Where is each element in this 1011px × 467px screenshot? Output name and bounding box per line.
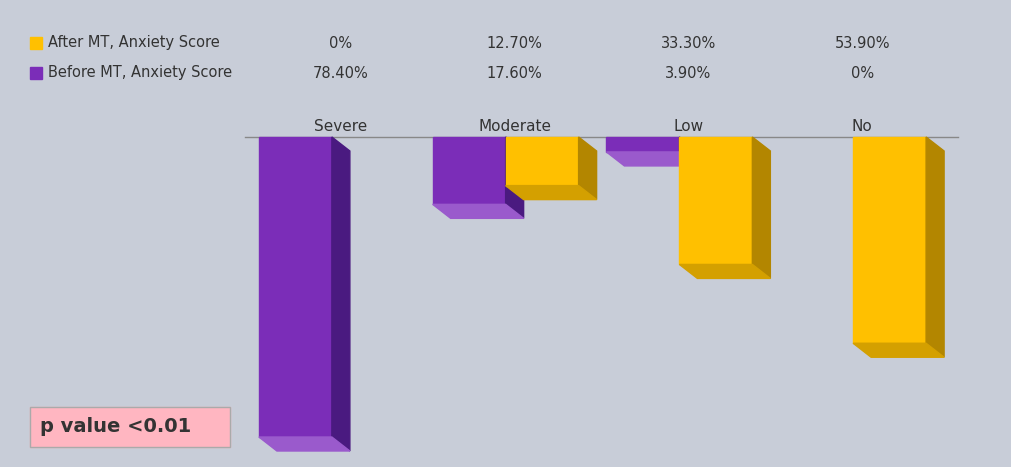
Polygon shape [853,137,926,343]
Text: Severe: Severe [314,119,368,134]
Polygon shape [506,185,596,199]
Text: Low: Low [673,119,704,134]
Text: 33.30%: 33.30% [661,35,716,50]
Polygon shape [30,37,42,49]
Polygon shape [332,137,350,451]
Polygon shape [679,137,752,264]
Text: 78.40%: 78.40% [313,65,369,80]
Polygon shape [679,137,698,166]
Polygon shape [433,137,506,205]
Polygon shape [259,137,332,437]
Text: No: No [851,119,872,134]
Text: p value <0.01: p value <0.01 [40,417,191,437]
Text: After MT, Anxiety Score: After MT, Anxiety Score [48,35,219,50]
Text: Moderate: Moderate [478,119,551,134]
Text: 0%: 0% [850,65,874,80]
Text: 3.90%: 3.90% [665,65,712,80]
Polygon shape [30,67,42,79]
Polygon shape [853,343,944,357]
Polygon shape [578,137,596,199]
Text: 53.90%: 53.90% [834,35,890,50]
Polygon shape [506,137,578,185]
Polygon shape [506,137,524,219]
Polygon shape [433,205,524,219]
Polygon shape [607,137,679,152]
Text: 17.60%: 17.60% [486,65,543,80]
Text: Before MT, Anxiety Score: Before MT, Anxiety Score [48,65,233,80]
Text: 0%: 0% [330,35,353,50]
Polygon shape [926,137,944,357]
Text: 12.70%: 12.70% [486,35,543,50]
Polygon shape [679,264,770,278]
Polygon shape [607,152,698,166]
Polygon shape [752,137,770,278]
Polygon shape [259,437,350,451]
Polygon shape [30,407,229,447]
